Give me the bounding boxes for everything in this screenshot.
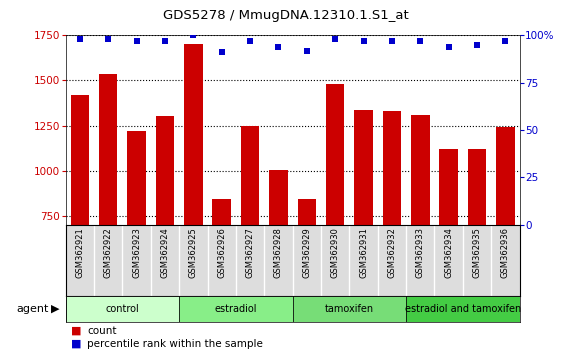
Text: percentile rank within the sample: percentile rank within the sample	[87, 339, 263, 349]
Text: agent: agent	[17, 304, 49, 314]
Bar	[468, 149, 486, 225]
Text: GSM362933: GSM362933	[416, 227, 425, 278]
Bar	[355, 110, 373, 225]
Point	[104, 36, 113, 42]
Text: GSM362934: GSM362934	[444, 227, 453, 278]
Bar	[99, 74, 118, 225]
Text: GSM362921: GSM362921	[75, 227, 85, 278]
Text: GSM362930: GSM362930	[331, 227, 340, 278]
Bar	[292, 296, 406, 322]
Point	[302, 48, 311, 53]
Bar	[326, 84, 344, 225]
Text: count: count	[87, 326, 117, 336]
Text: GSM362922: GSM362922	[104, 227, 112, 278]
Text: GSM362926: GSM362926	[217, 227, 226, 278]
Bar	[241, 126, 259, 225]
Text: control: control	[106, 304, 139, 314]
Bar	[440, 149, 458, 225]
Text: GSM362931: GSM362931	[359, 227, 368, 278]
Bar	[179, 296, 292, 322]
Text: GSM362932: GSM362932	[388, 227, 396, 278]
Text: GSM362929: GSM362929	[302, 227, 311, 278]
Bar	[184, 44, 203, 225]
Bar	[406, 296, 520, 322]
Point	[75, 36, 85, 42]
Bar	[496, 127, 514, 225]
Text: GSM362924: GSM362924	[160, 227, 170, 278]
Point	[444, 44, 453, 50]
Point	[246, 38, 255, 44]
Text: estradiol and tamoxifen: estradiol and tamoxifen	[405, 304, 521, 314]
Text: GSM362928: GSM362928	[274, 227, 283, 278]
Text: GDS5278 / MmugDNA.12310.1.S1_at: GDS5278 / MmugDNA.12310.1.S1_at	[163, 9, 408, 22]
Text: GSM362927: GSM362927	[246, 227, 255, 278]
Point	[387, 38, 396, 44]
Bar	[297, 199, 316, 225]
Text: GSM362925: GSM362925	[189, 227, 198, 278]
Bar	[156, 116, 174, 225]
Point	[217, 50, 226, 55]
Point	[274, 44, 283, 50]
Bar	[212, 199, 231, 225]
Bar	[127, 131, 146, 225]
Bar	[270, 170, 288, 225]
Point	[331, 36, 340, 42]
Text: tamoxifen: tamoxifen	[325, 304, 374, 314]
Bar	[411, 115, 429, 225]
Text: GSM362936: GSM362936	[501, 227, 510, 278]
Point	[501, 38, 510, 44]
Text: ■: ■	[71, 339, 82, 349]
Bar	[71, 95, 89, 225]
Point	[472, 42, 481, 48]
Point	[160, 38, 170, 44]
Text: estradiol: estradiol	[215, 304, 257, 314]
Point	[189, 33, 198, 38]
Point	[359, 38, 368, 44]
Bar	[383, 111, 401, 225]
Text: ▶: ▶	[51, 304, 59, 314]
Text: GSM362923: GSM362923	[132, 227, 141, 278]
Text: GSM362935: GSM362935	[473, 227, 481, 278]
Point	[416, 38, 425, 44]
Point	[132, 38, 141, 44]
Bar	[66, 296, 179, 322]
Text: ■: ■	[71, 326, 82, 336]
